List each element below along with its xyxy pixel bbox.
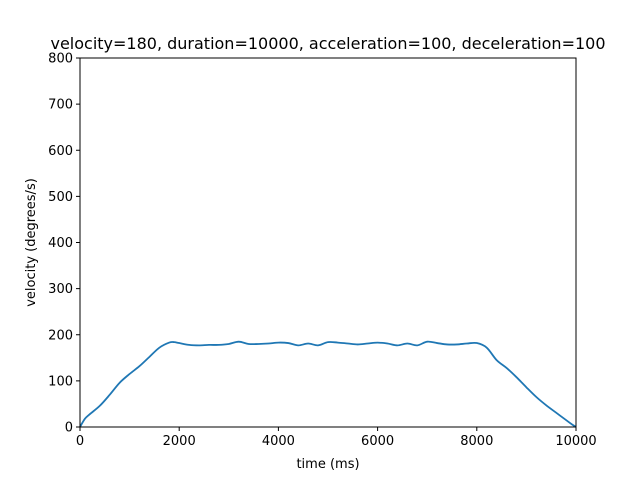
plot-frame — [79, 57, 577, 428]
series-group — [79, 340, 577, 428]
x-axis-label: time (ms) — [296, 457, 359, 472]
series-line — [79, 340, 577, 428]
x-tick-label: 8000 — [460, 434, 493, 449]
y-tick-label: 800 — [48, 52, 73, 67]
y-tick-label: 600 — [48, 144, 73, 159]
y-tick-label: 700 — [48, 98, 73, 113]
x-axis-ticks: 0 2000 4000 6000 8000 10000 — [76, 427, 597, 449]
chart-title: velocity=180, duration=10000, accelerati… — [50, 34, 605, 53]
y-tick-label: 300 — [48, 282, 73, 297]
x-tick-label: 4000 — [262, 434, 295, 449]
x-tick-label: 2000 — [163, 434, 196, 449]
x-tick-label: 0 — [76, 434, 84, 449]
y-axis-ticks: 0 100 200 300 400 500 600 700 800 — [48, 52, 80, 436]
x-tick-label: 6000 — [361, 434, 394, 449]
y-tick-label: 500 — [48, 190, 73, 205]
y-tick-label: 200 — [48, 328, 73, 343]
y-tick-label: 400 — [48, 236, 73, 251]
x-tick-label: 10000 — [555, 434, 596, 449]
y-axis-label: velocity (degrees/s) — [24, 178, 39, 307]
y-tick-label: 100 — [48, 374, 73, 389]
y-tick-label: 0 — [65, 421, 73, 436]
